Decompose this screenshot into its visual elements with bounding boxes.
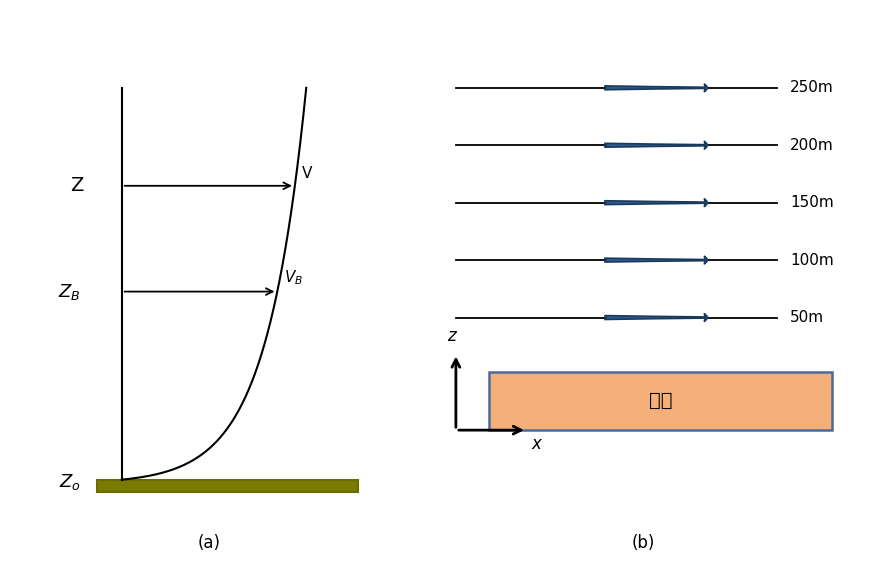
Text: 100m: 100m	[789, 253, 833, 267]
Text: V: V	[302, 166, 312, 181]
Text: 200m: 200m	[789, 138, 833, 153]
Text: $Z_B$: $Z_B$	[58, 282, 81, 302]
Text: $Z_o$: $Z_o$	[58, 472, 81, 492]
Text: x: x	[530, 435, 541, 453]
Text: Z: Z	[70, 176, 83, 195]
Text: (b): (b)	[632, 534, 654, 552]
Text: 지면: 지면	[648, 391, 672, 410]
Text: 150m: 150m	[789, 195, 833, 210]
Text: (a): (a)	[197, 534, 220, 552]
Text: 50m: 50m	[789, 310, 823, 325]
Text: z: z	[447, 327, 455, 345]
Bar	[97, 480, 358, 492]
Text: $V_B$: $V_B$	[284, 269, 303, 287]
Text: 250m: 250m	[789, 81, 833, 95]
Bar	[488, 372, 831, 430]
